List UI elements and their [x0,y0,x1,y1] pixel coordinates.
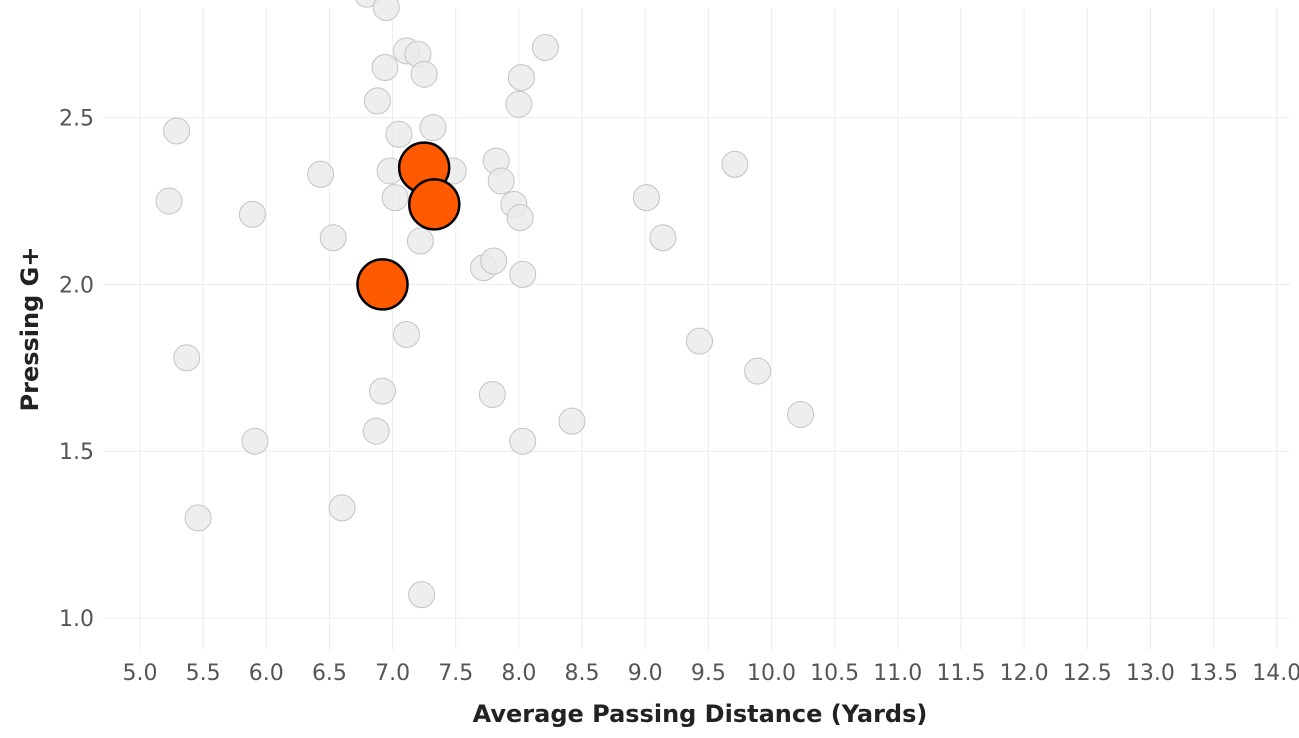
data-point [385,120,413,148]
data-point [509,260,537,288]
highlighted-data-point [356,258,409,311]
x-tick-label: 8.0 [501,661,536,686]
background-points [155,0,815,609]
data-point [328,494,356,522]
data-point [509,427,537,455]
data-point [686,327,714,355]
x-tick-label: 10.5 [810,661,859,686]
x-tick-label: 11.5 [936,661,985,686]
data-point [307,160,335,188]
x-axis-tick-labels: 5.0 5.5 6.0 6.5 7.0 7.5 8.0 8.5 9.0 9.5 10.0 10.5 11… [123,661,1299,686]
data-point [506,204,534,232]
data-point [372,0,400,22]
x-tick-label: 12.5 [1063,661,1112,686]
x-tick-label: 9.0 [628,661,663,686]
highlighted-data-point [408,178,461,231]
data-point [406,227,434,255]
data-point [487,167,515,195]
highlighted-points [356,141,461,311]
x-tick-label: 11.0 [873,661,922,686]
x-tick-label: 10.0 [747,661,796,686]
x-tick-label: 8.5 [565,661,600,686]
x-tick-label: 7.0 [375,661,410,686]
y-tick-label: 2.5 [59,107,94,132]
x-tick-label: 6.5 [312,661,347,686]
y-axis-title: Pressing G+ [16,247,44,412]
y-tick-label: 2.0 [59,273,94,298]
data-point [531,34,559,62]
data-point [558,407,586,435]
x-tick-label: 14.0 [1252,661,1299,686]
data-point [368,377,396,405]
x-tick-label: 5.0 [123,661,158,686]
data-point [721,150,749,178]
x-tick-label: 9.5 [691,661,726,686]
y-grid-lines [103,117,1290,619]
data-point [173,344,201,372]
data-point [507,64,535,92]
x-tick-label: 7.5 [438,661,473,686]
y-tick-label: 1.0 [59,607,94,632]
data-point [238,200,266,228]
data-point [371,54,399,82]
data-point [419,114,447,142]
data-point [478,380,506,408]
data-point [155,187,183,215]
data-point [649,224,677,252]
data-point [241,427,269,455]
x-tick-label: 13.5 [1189,661,1238,686]
data-point [632,184,660,212]
y-tick-label: 1.5 [59,440,94,465]
data-point [787,401,815,429]
x-tick-label: 6.0 [249,661,284,686]
x-tick-label: 13.0 [1126,661,1175,686]
y-axis-tick-labels: 1.01.52.02.53.03.54.04.5 [59,107,94,632]
data-point [184,504,212,532]
data-point [363,87,391,115]
x-grid-lines [139,8,1278,650]
data-point [480,247,508,275]
data-point [408,581,436,609]
x-axis-title: Average Passing Distance (Yards) [473,700,928,728]
data-point [392,320,420,348]
x-tick-label: 12.0 [1000,661,1049,686]
data-point [505,90,533,118]
x-tick-label: 5.5 [186,661,221,686]
data-point [319,224,347,252]
data-point [362,417,390,445]
data-point [744,357,772,385]
data-point [410,60,438,88]
data-point [163,117,191,145]
data-point [381,184,409,212]
